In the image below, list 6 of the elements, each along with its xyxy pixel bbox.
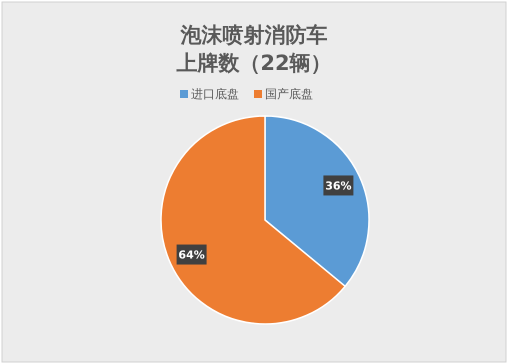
legend-label: 进口底盘: [191, 87, 239, 101]
chart-title: 泡沫喷射消防车: [180, 23, 328, 47]
legend-label: 国产底盘: [265, 87, 313, 101]
data-label: 36%: [325, 179, 352, 192]
data-label: 64%: [178, 248, 205, 262]
chart-subtitle: 上牌数（22辆）: [175, 51, 332, 75]
